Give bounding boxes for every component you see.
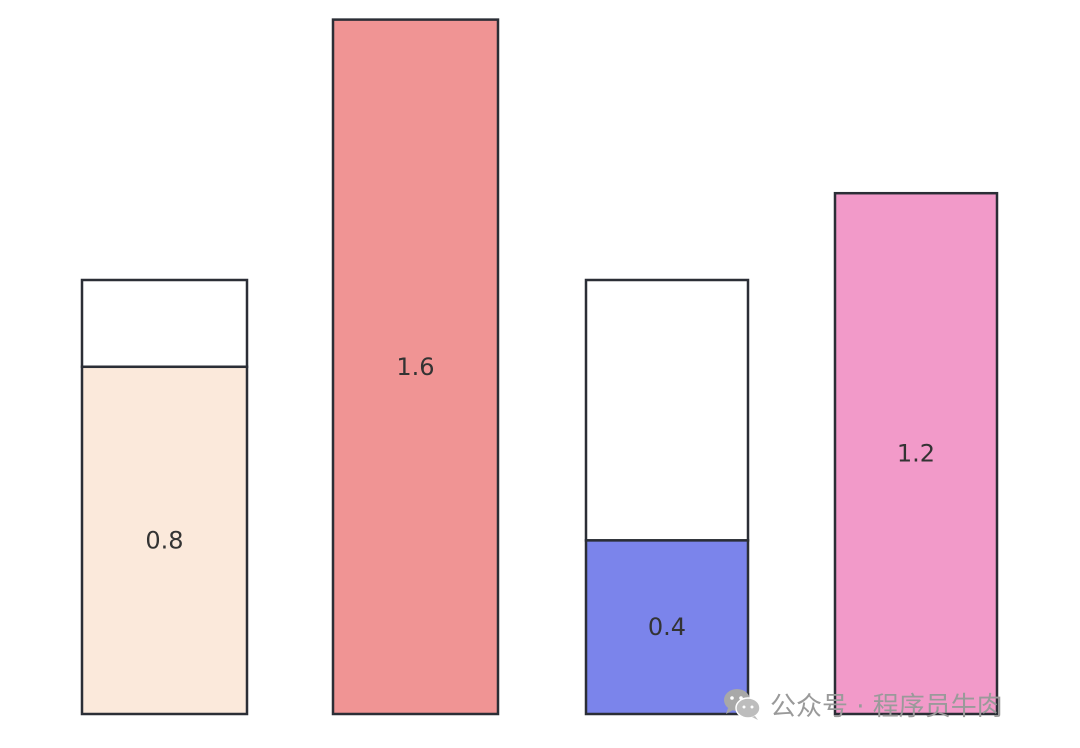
bar-4-value-label: 1.2 [897, 440, 935, 468]
bar-2-fill [331, 18, 500, 716]
bar-1-fill [80, 365, 249, 716]
bar-2: 1.6 [331, 18, 500, 716]
bar-1-empty-part [80, 278, 249, 369]
watermark-text: 公众号 · 程序员牛肉 [770, 691, 1003, 722]
bar-4-fill [833, 191, 999, 716]
wechat-icon [724, 689, 761, 720]
bar-1-value-label: 0.8 [145, 526, 183, 554]
bar-2-value-label: 1.6 [396, 353, 434, 381]
bar-4: 1.2 [833, 191, 999, 716]
bar-1: 0.8 [80, 278, 249, 716]
bar-3-value-label: 0.4 [648, 613, 686, 641]
bar-3-empty-part [584, 278, 750, 542]
watermark: 公众号 · 程序员牛肉 [722, 684, 1003, 724]
bars-group: 0.8 1.6 0.4 1.2 [80, 18, 999, 716]
bar-3: 0.4 [584, 278, 750, 716]
bar-3-fill [584, 539, 750, 716]
